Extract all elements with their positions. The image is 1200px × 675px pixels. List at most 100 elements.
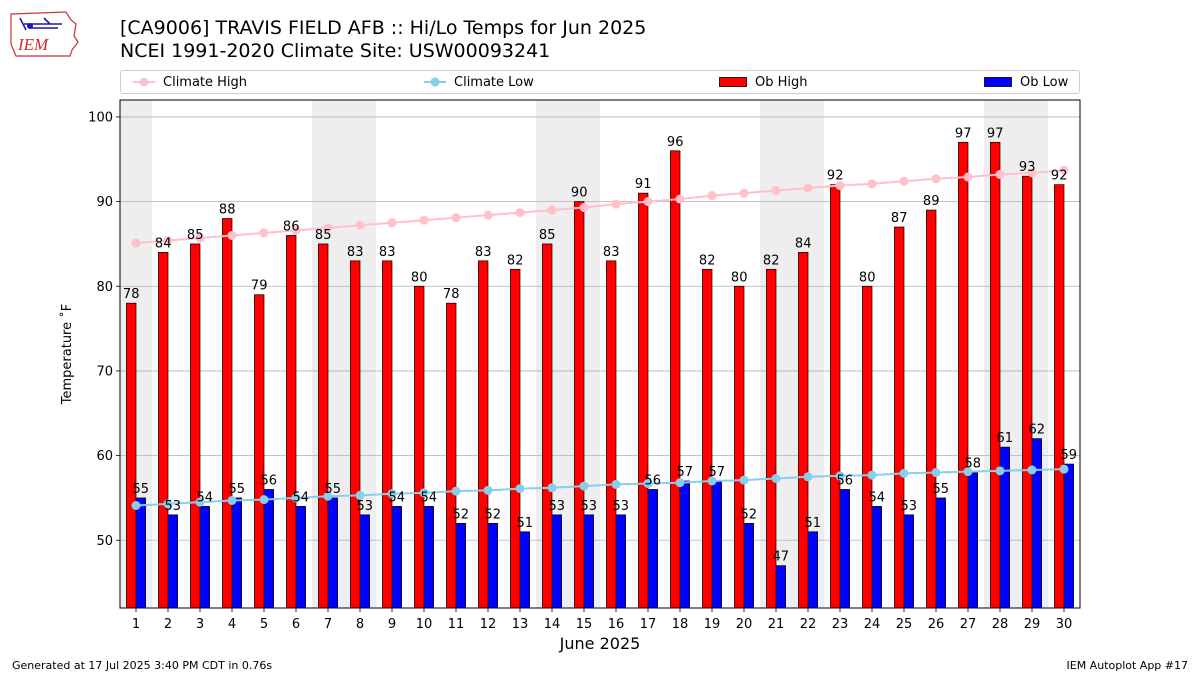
ob-high-bar-8 — [350, 260, 361, 609]
x-tick-label-16: 16 — [608, 617, 625, 632]
legend-climate-low-label: Climate Low — [454, 74, 534, 90]
climate-high-point-27 — [963, 172, 973, 182]
y-tick-label-50: 50 — [96, 534, 113, 549]
weekend-shade-day-29 — [1016, 100, 1048, 608]
ob-low-bar-14 — [551, 514, 562, 609]
climate-high-point-25 — [899, 176, 909, 186]
ob-low-label-19: 57 — [709, 465, 726, 480]
ob-high-label-16: 83 — [603, 245, 620, 260]
weekend-shade-day-28 — [984, 100, 1016, 608]
ob-high-label-5: 79 — [251, 279, 268, 294]
ob-high-bar-5 — [254, 294, 265, 609]
climate-high-point-19 — [707, 191, 717, 201]
ob-low-label-21: 47 — [773, 550, 790, 565]
weekend-shade-day-8 — [344, 100, 376, 608]
ob-high-bar-29 — [1022, 175, 1033, 609]
x-tick-label-6: 6 — [292, 617, 300, 632]
ob-high-bar-19 — [702, 268, 713, 609]
legend-ob-low: Ob Low — [984, 71, 1068, 93]
x-tick-label-23: 23 — [832, 617, 849, 632]
climate-high-point-3 — [195, 233, 205, 243]
ob-low-bar-8 — [359, 514, 370, 609]
ob-high-label-15: 90 — [571, 186, 588, 201]
x-tick-label-25: 25 — [896, 617, 913, 632]
chart-subtitle: NCEI 1991-2020 Climate Site: USW00093241 — [120, 40, 551, 62]
x-tick-label-30: 30 — [1056, 617, 1073, 632]
climate-high-point-11 — [451, 213, 461, 223]
legend-ob-low-swatch — [984, 77, 1012, 87]
ob-low-bar-29 — [1031, 438, 1042, 609]
ob-high-label-6: 86 — [283, 219, 300, 234]
ob-high-bar-10 — [414, 285, 425, 609]
ob-high-bar-13 — [510, 268, 521, 609]
legend-ob-low-label: Ob Low — [1020, 74, 1069, 90]
ob-high-bar-12 — [478, 260, 489, 609]
x-tick-label-13: 13 — [512, 617, 529, 632]
ob-low-label-9: 54 — [389, 490, 406, 505]
climate-high-point-8 — [355, 220, 365, 230]
ob-low-label-12: 52 — [485, 507, 502, 522]
x-tick-label-15: 15 — [576, 617, 593, 632]
climate-low-point-25 — [899, 468, 909, 478]
ob-high-label-2: 84 — [155, 236, 172, 251]
ob-low-label-10: 54 — [421, 490, 438, 505]
ob-low-label-28: 61 — [997, 431, 1014, 446]
climate-low-point-20 — [739, 475, 749, 485]
climate-low-point-26 — [931, 468, 941, 478]
ob-low-label-23: 56 — [837, 473, 854, 488]
ob-low-bar-17 — [647, 489, 658, 609]
ob-low-label-27: 58 — [965, 457, 982, 472]
climate-high-point-29 — [1027, 168, 1037, 178]
ob-high-bar-6 — [286, 235, 297, 609]
legend-climate-high-swatch — [133, 77, 155, 87]
ob-high-label-14: 85 — [539, 228, 556, 243]
ob-low-bar-3 — [199, 506, 210, 609]
climate-high-point-2 — [163, 236, 173, 246]
x-axis-label: June 2025 — [559, 634, 641, 653]
ob-high-label-21: 82 — [763, 253, 780, 268]
climate-high-point-10 — [419, 215, 429, 225]
weekend-shade-day-14 — [536, 100, 568, 608]
y-tick-label-90: 90 — [96, 195, 113, 210]
climate-low-point-3 — [195, 497, 205, 507]
ob-high-bar-15 — [574, 201, 585, 609]
ob-low-label-13: 51 — [517, 516, 534, 531]
x-tick-label-14: 14 — [544, 617, 561, 632]
legend-climate-low-swatch — [424, 77, 446, 87]
ob-low-bar-26 — [935, 497, 946, 609]
climate-high-point-4 — [227, 230, 237, 240]
x-tick-label-8: 8 — [356, 617, 364, 632]
climate-lines — [131, 165, 1069, 511]
climate-low-point-22 — [803, 472, 813, 482]
y-tick-label-80: 80 — [96, 280, 113, 295]
ob-high-label-24: 80 — [859, 270, 876, 285]
climate-low-point-21 — [771, 473, 781, 483]
data-labels: 78 84 85 88 79 86 85 83 83 80 78 83 82 85 90 83 91 96 82 80… — [123, 126, 1077, 564]
climate-low-point-4 — [227, 495, 237, 505]
x-tick-label-17: 17 — [640, 617, 657, 632]
ob-low-bar-30 — [1063, 463, 1074, 609]
climate-low-point-12 — [483, 485, 493, 495]
ob-low-label-11: 52 — [453, 507, 470, 522]
x-tick-label-18: 18 — [672, 617, 689, 632]
ob-low-label-18: 57 — [677, 465, 694, 480]
x-tick-label-2: 2 — [164, 617, 172, 632]
climate-high-point-7 — [323, 223, 333, 233]
climate-low-point-5 — [259, 495, 269, 505]
ob-low-bar-13 — [519, 531, 530, 609]
ob-low-bar-28 — [999, 446, 1010, 609]
ob-low-label-20: 52 — [741, 507, 758, 522]
x-tick-label-29: 29 — [1024, 617, 1041, 632]
climate-high-point-17 — [643, 197, 653, 207]
ob-high-label-12: 83 — [475, 245, 492, 260]
climate-low-point-11 — [451, 486, 461, 496]
chart-title: [CA9006] TRAVIS FIELD AFB :: Hi/Lo Temps… — [120, 17, 647, 39]
legend-climate-high-label: Climate High — [163, 74, 248, 90]
ob-high-label-7: 85 — [315, 228, 332, 243]
y-tick-label-70: 70 — [96, 364, 113, 379]
weekend-shade-day-15 — [568, 100, 600, 608]
climate-high-point-23 — [835, 181, 845, 191]
weekend-shade-day-22 — [792, 100, 824, 608]
ob-low-bar-19 — [711, 480, 722, 609]
climate-low-point-29 — [1027, 465, 1037, 475]
